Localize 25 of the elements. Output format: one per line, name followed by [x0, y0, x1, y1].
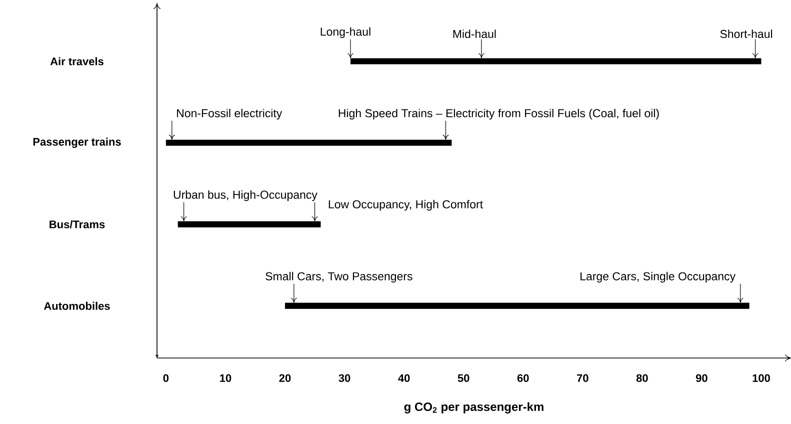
x-tick-label: 90 [696, 374, 708, 382]
x-axis-title: g CO$_{2}$ per passenger-km [404, 402, 544, 414]
x-tick-label: 50 [458, 374, 470, 382]
x-tick-label: 100 [752, 374, 770, 382]
x-tick-label: 80 [636, 374, 648, 382]
x-tick-label: 40 [398, 374, 410, 382]
x-tick-label: 10 [220, 374, 232, 382]
y-tick-label: Air travels [50, 57, 104, 66]
x-tick-label: 30 [338, 374, 350, 382]
annotation: Long-haul [320, 27, 370, 38]
annotation: Non-Fossil electricity [177, 108, 282, 120]
annotation: Low Occupancy, High Comfort [328, 200, 483, 211]
y-tick-label: Passenger trains [33, 138, 121, 148]
y-tick-label: Bus/Trams [50, 220, 105, 228]
annotation: Large Cars, Single Occupancy [580, 272, 736, 283]
x-tick-label: 0 [163, 374, 169, 382]
annotation: High Speed Trains – Electricity from Fossil Fuels (Coal, fuel oil) [338, 108, 659, 120]
x-tick-label: 60 [517, 374, 529, 382]
y-tick-label: Automobiles [44, 302, 110, 310]
x-tick-label: 70 [577, 374, 588, 382]
annotation: Urban bus, High-Occupancy [174, 190, 318, 202]
annotation: Short-haul [720, 30, 772, 38]
annotation: Small Cars, Two Passengers [266, 272, 412, 283]
x-tick-label: 20 [279, 374, 291, 382]
annotation: Mid-haul [453, 30, 496, 38]
